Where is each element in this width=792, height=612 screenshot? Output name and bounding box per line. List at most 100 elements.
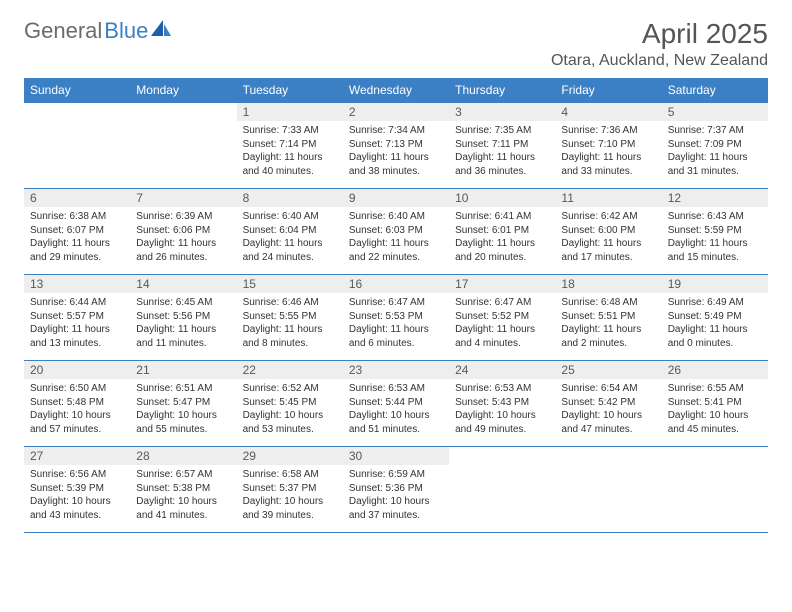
calendar-cell: 6Sunrise: 6:38 AMSunset: 6:07 PMDaylight… — [24, 189, 130, 275]
day-details: Sunrise: 6:43 AMSunset: 5:59 PMDaylight:… — [662, 207, 768, 268]
day-details: Sunrise: 7:35 AMSunset: 7:11 PMDaylight:… — [449, 121, 555, 182]
weekday-header-row: Sunday Monday Tuesday Wednesday Thursday… — [24, 78, 768, 103]
day-details: Sunrise: 6:53 AMSunset: 5:44 PMDaylight:… — [343, 379, 449, 440]
calendar-week-row: 27Sunrise: 6:56 AMSunset: 5:39 PMDayligh… — [24, 447, 768, 533]
day-number: 3 — [449, 103, 555, 121]
calendar-week-row: 13Sunrise: 6:44 AMSunset: 5:57 PMDayligh… — [24, 275, 768, 361]
calendar-cell: 20Sunrise: 6:50 AMSunset: 5:48 PMDayligh… — [24, 361, 130, 447]
day-details: Sunrise: 7:36 AMSunset: 7:10 PMDaylight:… — [555, 121, 661, 182]
day-number: 13 — [24, 275, 130, 293]
day-number: 6 — [24, 189, 130, 207]
day-number: 7 — [130, 189, 236, 207]
day-details: Sunrise: 6:49 AMSunset: 5:49 PMDaylight:… — [662, 293, 768, 354]
day-details: Sunrise: 7:37 AMSunset: 7:09 PMDaylight:… — [662, 121, 768, 182]
weekday-header: Sunday — [24, 78, 130, 103]
day-details: Sunrise: 6:45 AMSunset: 5:56 PMDaylight:… — [130, 293, 236, 354]
calendar-cell: 28Sunrise: 6:57 AMSunset: 5:38 PMDayligh… — [130, 447, 236, 533]
header: General Blue April 2025 Otara, Auckland,… — [24, 18, 768, 70]
page-title: April 2025 — [551, 18, 768, 50]
calendar-cell: 15Sunrise: 6:46 AMSunset: 5:55 PMDayligh… — [237, 275, 343, 361]
day-number: 4 — [555, 103, 661, 121]
day-details: Sunrise: 6:56 AMSunset: 5:39 PMDaylight:… — [24, 465, 130, 526]
calendar-cell: 19Sunrise: 6:49 AMSunset: 5:49 PMDayligh… — [662, 275, 768, 361]
calendar-cell: 7Sunrise: 6:39 AMSunset: 6:06 PMDaylight… — [130, 189, 236, 275]
calendar-cell: 30Sunrise: 6:59 AMSunset: 5:36 PMDayligh… — [343, 447, 449, 533]
day-details: Sunrise: 6:59 AMSunset: 5:36 PMDaylight:… — [343, 465, 449, 526]
day-number: 23 — [343, 361, 449, 379]
calendar-cell — [662, 447, 768, 533]
weekday-header: Friday — [555, 78, 661, 103]
day-details: Sunrise: 6:40 AMSunset: 6:03 PMDaylight:… — [343, 207, 449, 268]
day-details: Sunrise: 6:47 AMSunset: 5:52 PMDaylight:… — [449, 293, 555, 354]
calendar-week-row: 6Sunrise: 6:38 AMSunset: 6:07 PMDaylight… — [24, 189, 768, 275]
day-number: 12 — [662, 189, 768, 207]
calendar-cell: 24Sunrise: 6:53 AMSunset: 5:43 PMDayligh… — [449, 361, 555, 447]
day-number: 19 — [662, 275, 768, 293]
day-details: Sunrise: 6:52 AMSunset: 5:45 PMDaylight:… — [237, 379, 343, 440]
weekday-header: Saturday — [662, 78, 768, 103]
day-details: Sunrise: 7:33 AMSunset: 7:14 PMDaylight:… — [237, 121, 343, 182]
logo: General Blue — [24, 18, 171, 44]
day-details: Sunrise: 6:57 AMSunset: 5:38 PMDaylight:… — [130, 465, 236, 526]
calendar-cell: 14Sunrise: 6:45 AMSunset: 5:56 PMDayligh… — [130, 275, 236, 361]
calendar-cell: 27Sunrise: 6:56 AMSunset: 5:39 PMDayligh… — [24, 447, 130, 533]
day-details: Sunrise: 6:42 AMSunset: 6:00 PMDaylight:… — [555, 207, 661, 268]
calendar-cell: 9Sunrise: 6:40 AMSunset: 6:03 PMDaylight… — [343, 189, 449, 275]
day-details: Sunrise: 6:40 AMSunset: 6:04 PMDaylight:… — [237, 207, 343, 268]
day-details: Sunrise: 6:55 AMSunset: 5:41 PMDaylight:… — [662, 379, 768, 440]
day-number: 26 — [662, 361, 768, 379]
day-details: Sunrise: 6:53 AMSunset: 5:43 PMDaylight:… — [449, 379, 555, 440]
day-number: 20 — [24, 361, 130, 379]
day-number: 24 — [449, 361, 555, 379]
day-details: Sunrise: 6:48 AMSunset: 5:51 PMDaylight:… — [555, 293, 661, 354]
logo-sail-icon — [151, 20, 171, 36]
calendar-cell — [130, 103, 236, 189]
day-details: Sunrise: 6:38 AMSunset: 6:07 PMDaylight:… — [24, 207, 130, 268]
day-details: Sunrise: 6:46 AMSunset: 5:55 PMDaylight:… — [237, 293, 343, 354]
calendar-cell: 13Sunrise: 6:44 AMSunset: 5:57 PMDayligh… — [24, 275, 130, 361]
calendar-cell: 29Sunrise: 6:58 AMSunset: 5:37 PMDayligh… — [237, 447, 343, 533]
calendar-cell: 4Sunrise: 7:36 AMSunset: 7:10 PMDaylight… — [555, 103, 661, 189]
calendar-cell: 22Sunrise: 6:52 AMSunset: 5:45 PMDayligh… — [237, 361, 343, 447]
day-number: 21 — [130, 361, 236, 379]
day-details: Sunrise: 6:54 AMSunset: 5:42 PMDaylight:… — [555, 379, 661, 440]
day-details: Sunrise: 6:47 AMSunset: 5:53 PMDaylight:… — [343, 293, 449, 354]
day-number: 30 — [343, 447, 449, 465]
day-number: 5 — [662, 103, 768, 121]
calendar-cell: 12Sunrise: 6:43 AMSunset: 5:59 PMDayligh… — [662, 189, 768, 275]
day-number: 25 — [555, 361, 661, 379]
calendar-cell — [555, 447, 661, 533]
calendar-cell: 17Sunrise: 6:47 AMSunset: 5:52 PMDayligh… — [449, 275, 555, 361]
calendar-cell: 5Sunrise: 7:37 AMSunset: 7:09 PMDaylight… — [662, 103, 768, 189]
calendar-week-row: 20Sunrise: 6:50 AMSunset: 5:48 PMDayligh… — [24, 361, 768, 447]
calendar-cell: 10Sunrise: 6:41 AMSunset: 6:01 PMDayligh… — [449, 189, 555, 275]
calendar-week-row: 1Sunrise: 7:33 AMSunset: 7:14 PMDaylight… — [24, 103, 768, 189]
calendar-cell: 11Sunrise: 6:42 AMSunset: 6:00 PMDayligh… — [555, 189, 661, 275]
day-details: Sunrise: 6:41 AMSunset: 6:01 PMDaylight:… — [449, 207, 555, 268]
day-details: Sunrise: 7:34 AMSunset: 7:13 PMDaylight:… — [343, 121, 449, 182]
calendar-cell: 18Sunrise: 6:48 AMSunset: 5:51 PMDayligh… — [555, 275, 661, 361]
title-block: April 2025 Otara, Auckland, New Zealand — [551, 18, 768, 70]
weekday-header: Thursday — [449, 78, 555, 103]
day-number: 18 — [555, 275, 661, 293]
day-number: 1 — [237, 103, 343, 121]
day-number: 27 — [24, 447, 130, 465]
calendar-cell: 16Sunrise: 6:47 AMSunset: 5:53 PMDayligh… — [343, 275, 449, 361]
calendar-cell — [449, 447, 555, 533]
weekday-header: Monday — [130, 78, 236, 103]
day-number: 10 — [449, 189, 555, 207]
calendar-cell: 8Sunrise: 6:40 AMSunset: 6:04 PMDaylight… — [237, 189, 343, 275]
weekday-header: Wednesday — [343, 78, 449, 103]
calendar-cell: 2Sunrise: 7:34 AMSunset: 7:13 PMDaylight… — [343, 103, 449, 189]
calendar-cell: 1Sunrise: 7:33 AMSunset: 7:14 PMDaylight… — [237, 103, 343, 189]
logo-text-2: Blue — [104, 18, 148, 44]
calendar-cell: 25Sunrise: 6:54 AMSunset: 5:42 PMDayligh… — [555, 361, 661, 447]
day-number: 28 — [130, 447, 236, 465]
day-number: 11 — [555, 189, 661, 207]
day-details: Sunrise: 6:51 AMSunset: 5:47 PMDaylight:… — [130, 379, 236, 440]
location: Otara, Auckland, New Zealand — [551, 52, 768, 70]
day-number: 16 — [343, 275, 449, 293]
day-number: 14 — [130, 275, 236, 293]
calendar-cell: 26Sunrise: 6:55 AMSunset: 5:41 PMDayligh… — [662, 361, 768, 447]
day-number: 22 — [237, 361, 343, 379]
